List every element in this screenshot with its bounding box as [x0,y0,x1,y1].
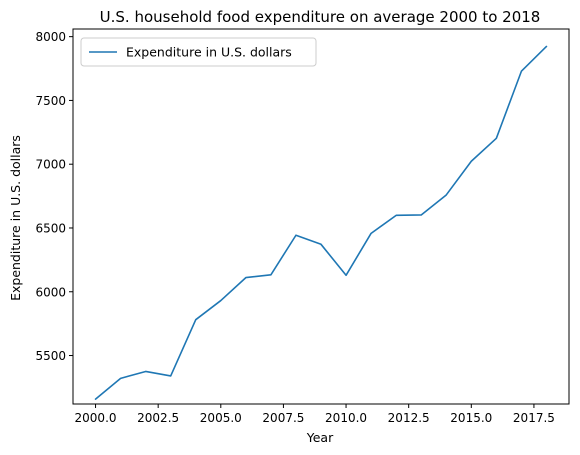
legend-box [80,37,317,67]
x-axis-ticks: 2000.0 2002.5 2005.0 2007.5 2010.0 2012.5 2015… [75,404,555,425]
y-tick-label: 6000 [35,285,66,299]
legend: Expenditure in U.S. dollars [80,37,317,67]
x-tick-label: 2007.5 [262,411,304,425]
plot-frame [72,28,570,405]
y-tick-label: 6500 [35,221,66,235]
x-tick-label: 2000.0 [75,411,117,425]
series-line-0 [94,45,548,400]
x-tick-label: 2005.0 [200,411,242,425]
x-axis-label: Year [306,430,334,445]
y-tick-label: 7500 [35,94,66,108]
y-tick-label: 8000 [35,30,66,44]
x-tick-label: 2015.0 [450,411,492,425]
x-tick-label: 2002.5 [137,411,179,425]
y-axis-ticks: 5500 6000 6500 7000 7500 8000 [35,30,73,363]
x-tick-label: 2012.5 [388,411,430,425]
plot-area [72,28,570,405]
x-tick-label: 2010.0 [325,411,367,425]
y-tick-label: 5500 [35,349,66,363]
y-axis-label: Expenditure in U.S. dollars [8,135,23,301]
x-tick-label: 2017.5 [513,411,555,425]
y-tick-label: 7000 [35,158,66,172]
series-group [94,45,548,400]
chart-title: U.S. household food expenditure on avera… [100,8,541,26]
legend-label: Expenditure in U.S. dollars [126,45,292,60]
